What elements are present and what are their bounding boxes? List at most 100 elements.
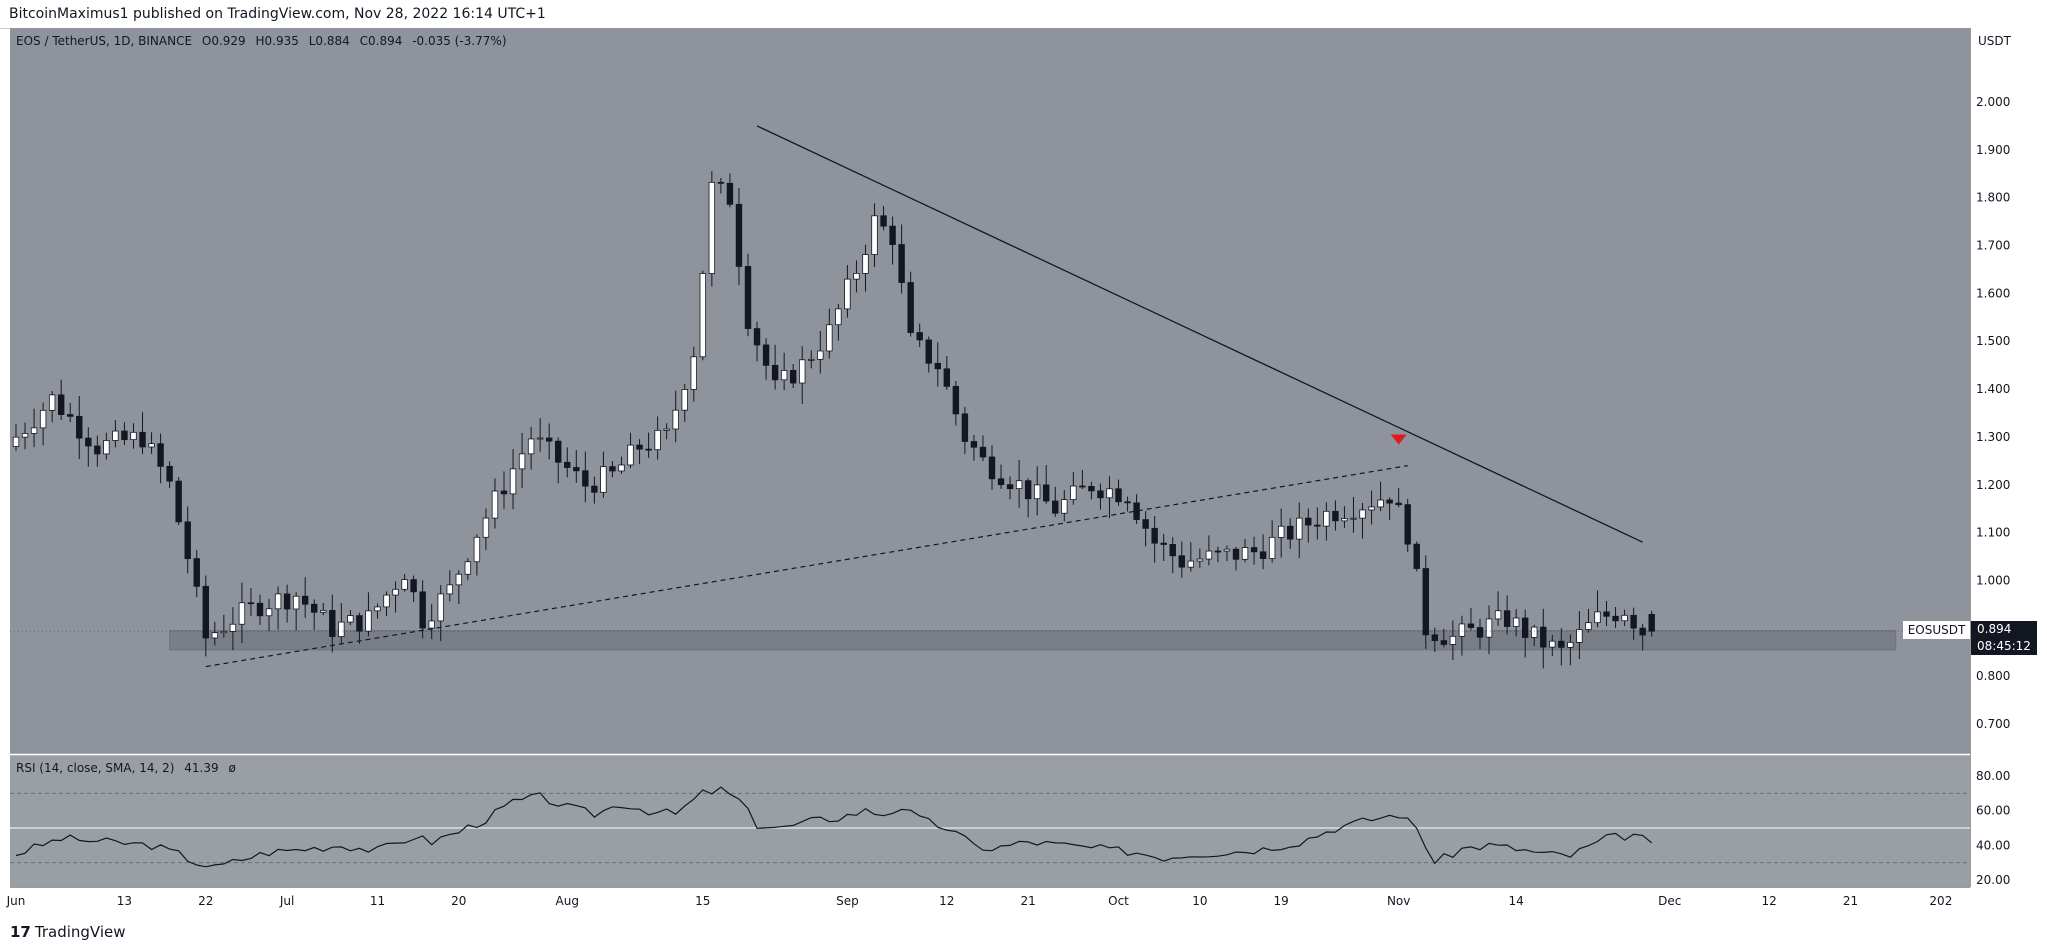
candle-up <box>347 615 354 623</box>
candle-down <box>1413 543 1420 569</box>
candle-down <box>1386 499 1393 504</box>
candle-down <box>753 328 761 346</box>
candle-up <box>799 359 806 384</box>
price-axis[interactable] <box>1970 28 2047 887</box>
candle-up <box>211 632 219 639</box>
candle-down <box>1287 525 1294 540</box>
candle-up <box>663 428 670 431</box>
candle-up <box>681 389 688 411</box>
candle-down <box>898 244 905 283</box>
candle-down <box>952 385 960 415</box>
candle-down <box>329 610 336 637</box>
price-tick-label: 1.400 <box>1976 382 2010 396</box>
candle-down <box>166 465 173 482</box>
rsi-value: 41.39 <box>184 761 219 775</box>
candle-down <box>1404 504 1411 545</box>
candle-down <box>1115 488 1122 503</box>
candle-down <box>717 181 725 184</box>
candle-down <box>1630 614 1637 629</box>
candle-up <box>48 394 56 411</box>
time-tick-label: 20 <box>451 894 466 908</box>
candle-up <box>1187 560 1195 568</box>
candle-down <box>934 362 941 370</box>
candle-up <box>1458 623 1466 637</box>
candle-up <box>374 606 381 612</box>
candle-up <box>627 444 634 466</box>
candle-up <box>401 579 408 590</box>
candle-down <box>555 440 562 463</box>
candle-up <box>1549 640 1556 648</box>
rsi-tick-label: 80.00 <box>1976 769 2010 783</box>
candle-down <box>1639 627 1646 636</box>
time-tick-label: Oct <box>1108 894 1129 908</box>
rsi-series-line <box>15 786 1653 868</box>
candle-down <box>1142 519 1149 529</box>
candle-up <box>220 631 228 634</box>
candle-up <box>21 433 29 438</box>
candle-down <box>726 182 734 205</box>
candle-up <box>464 561 472 575</box>
tradingview-logo-icon: 17 <box>10 923 31 941</box>
candle-up <box>455 573 463 586</box>
last-price: 0.894 <box>1977 622 2012 636</box>
close-label: C <box>359 34 368 48</box>
candle-up <box>518 453 526 470</box>
candle-down <box>1395 502 1402 506</box>
time-tick-label: 12 <box>1762 894 1777 908</box>
candle-up <box>365 610 372 632</box>
candle-down <box>1097 490 1104 499</box>
candle-down <box>1232 548 1240 560</box>
candle-up <box>1359 509 1366 519</box>
time-tick-label: 22 <box>198 894 213 908</box>
candle-up <box>39 409 47 429</box>
publisher-bar: BitcoinMaximus1 published on TradingView… <box>0 0 2047 29</box>
time-axis[interactable] <box>10 887 1970 916</box>
symbol-legend: EOS / TetherUS, 1D, BINANCE O0.929 H0.93… <box>16 34 507 48</box>
candle-down <box>356 615 363 632</box>
time-tick-label: 21 <box>1843 894 1858 908</box>
price-tick-label: 0.700 <box>1976 717 2010 731</box>
price-tick-label: 1.000 <box>1976 573 2010 587</box>
candle-up <box>1223 548 1231 552</box>
rsi-extra: ø <box>228 761 236 775</box>
symbol-title: EOS / TetherUS, 1D, BINANCE <box>16 34 193 48</box>
candle-down <box>1259 551 1267 559</box>
rsi-pane[interactable] <box>10 755 1970 887</box>
candle-down <box>1332 510 1339 522</box>
candle-down <box>961 413 969 442</box>
candle-down <box>1079 485 1086 488</box>
open-label: O <box>201 34 212 48</box>
rsi-label: RSI (14, close, SMA, 14, 2) <box>16 761 175 775</box>
candle-down <box>1052 500 1059 514</box>
candle-up <box>1567 641 1574 648</box>
footer: 17 TradingView <box>0 916 2047 949</box>
candle-down <box>1521 617 1529 638</box>
left-margin <box>0 28 10 915</box>
candle-up <box>1531 626 1538 638</box>
price-tick-label: 1.500 <box>1976 334 2010 348</box>
candle-down <box>57 394 65 415</box>
candle-down <box>157 443 164 467</box>
candle-down <box>419 591 426 629</box>
candle-up <box>1350 517 1357 520</box>
candle-up <box>1323 510 1330 527</box>
candle-down <box>591 485 598 493</box>
candle-down <box>410 579 417 593</box>
candle-down <box>735 203 743 267</box>
candle-up <box>392 588 399 596</box>
time-tick-label: 14 <box>1509 894 1524 908</box>
candle-down <box>997 478 1005 486</box>
candle-up <box>1015 480 1023 490</box>
countdown: 08:45:12 <box>1977 639 2031 653</box>
candle-up <box>808 358 815 361</box>
descending-resistance-line[interactable] <box>756 125 1643 543</box>
candle-down <box>636 444 643 450</box>
candle-down <box>564 461 571 468</box>
brand-text: TradingView <box>34 923 126 941</box>
candle-down <box>1006 484 1014 490</box>
tradingview-brand[interactable]: 17 TradingView <box>10 923 126 941</box>
candle-down <box>1151 527 1158 544</box>
candle-up <box>383 594 390 608</box>
candle-up <box>112 430 119 441</box>
